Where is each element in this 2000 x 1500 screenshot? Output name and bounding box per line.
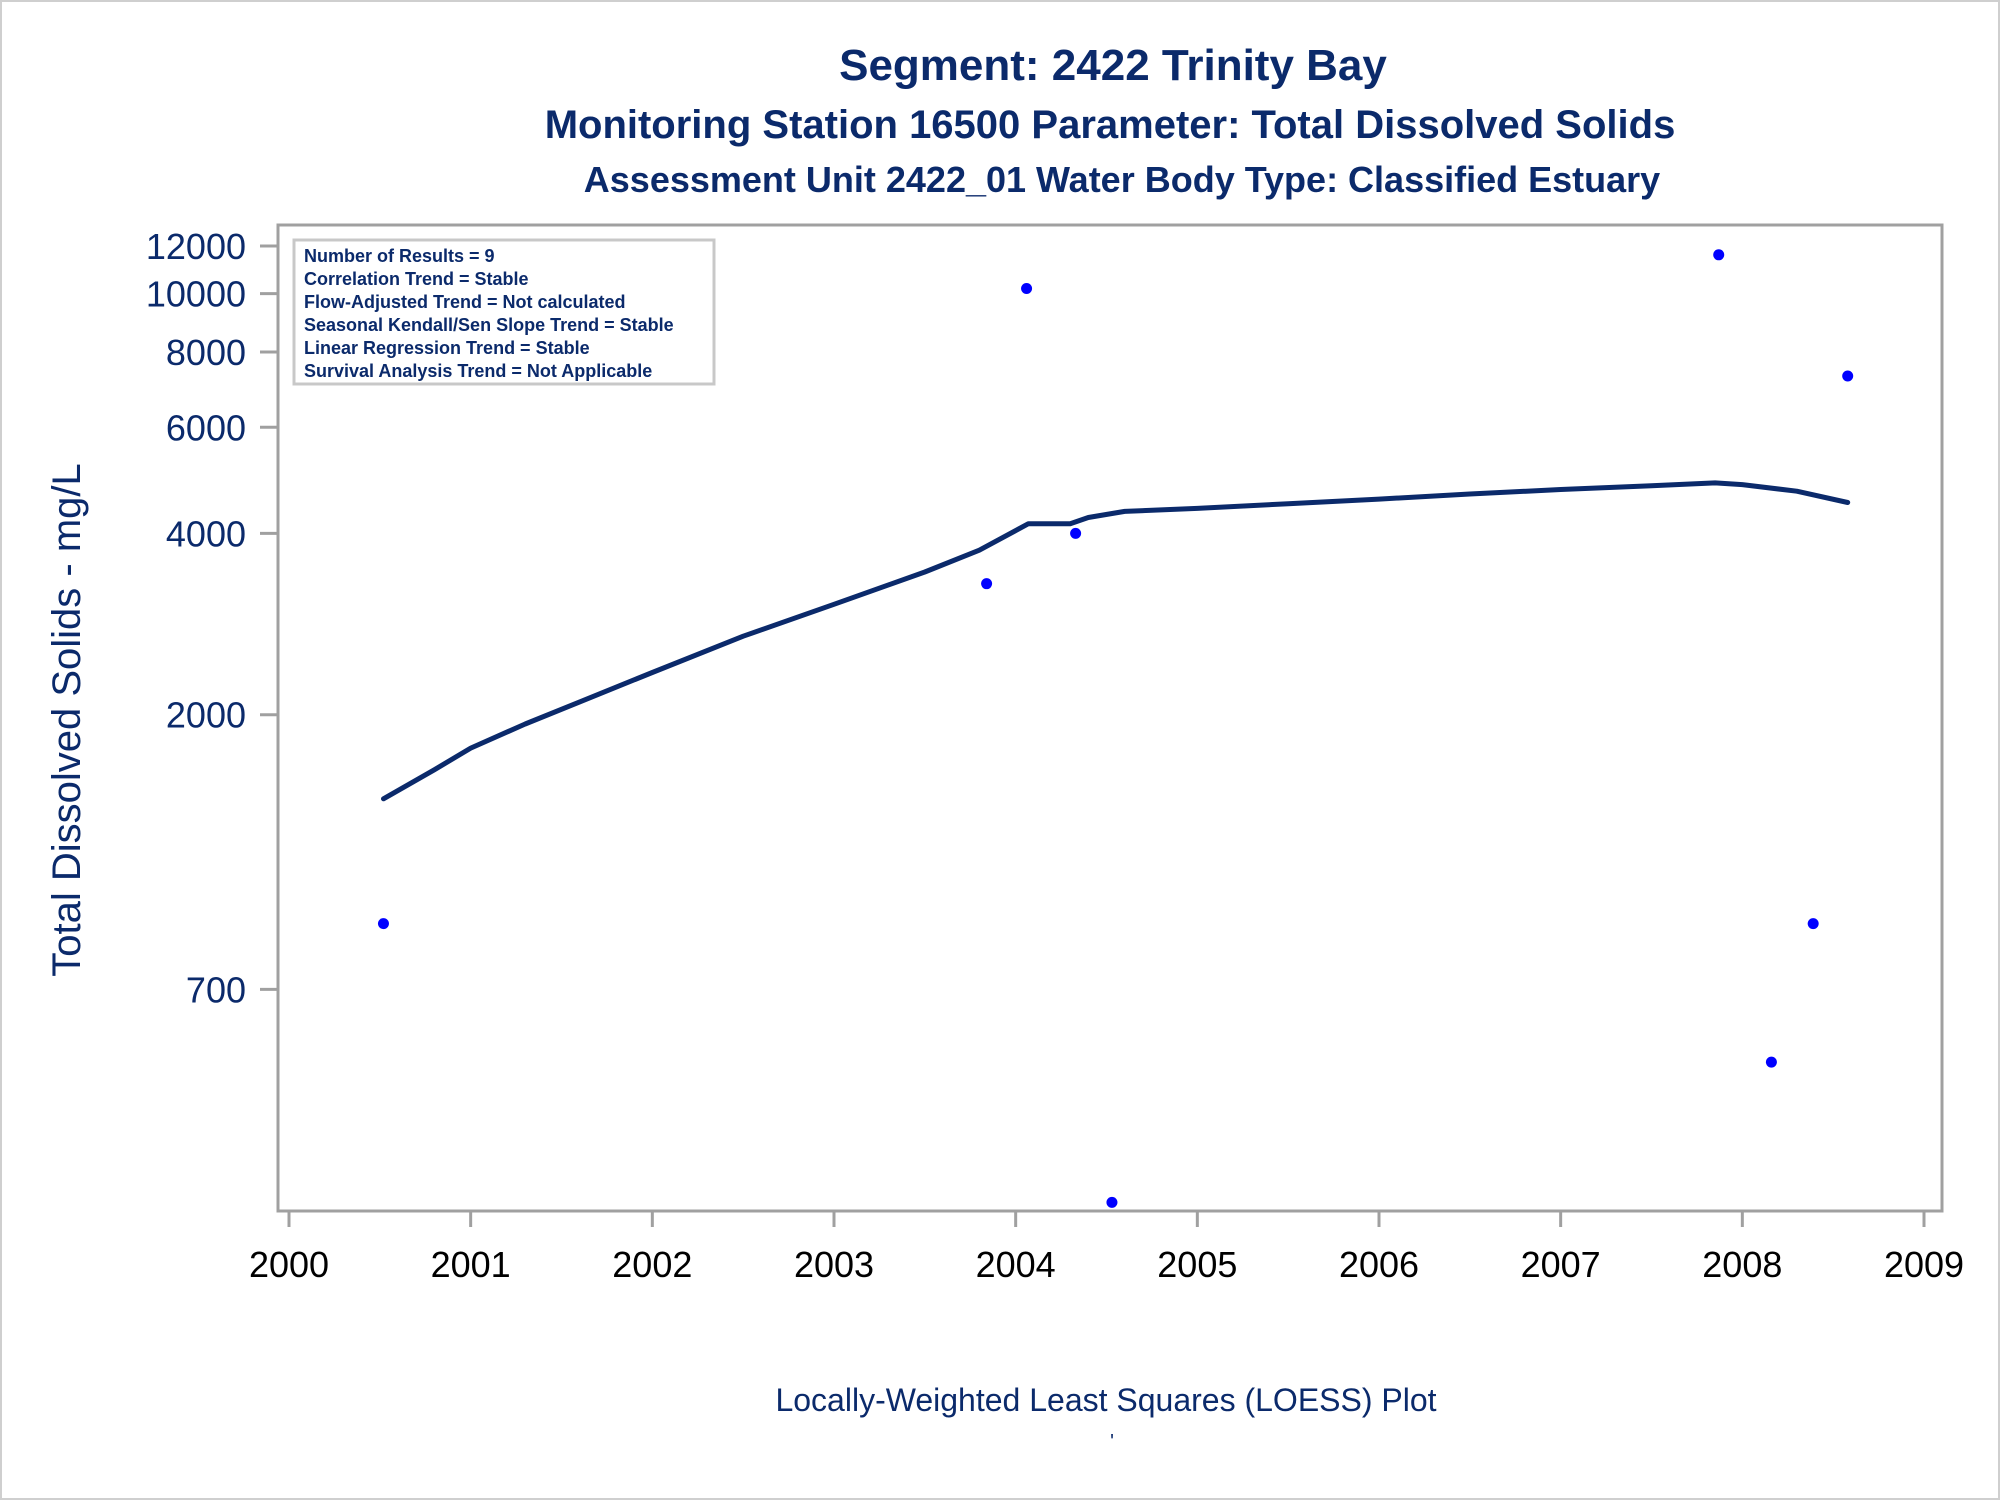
series-layer <box>377 249 1854 1208</box>
x-tick-label: 2003 <box>794 1244 874 1285</box>
data-point <box>1713 249 1725 261</box>
y-tick-label: 2000 <box>166 695 246 736</box>
x-tick-label: 2005 <box>1157 1244 1237 1285</box>
stats-line: Correlation Trend = Stable <box>304 269 529 289</box>
x-tick-label: 2007 <box>1521 1244 1601 1285</box>
stats-box: Number of Results = 9 Correlation Trend … <box>292 238 716 386</box>
y-axis: 700 2000 4000 6000 8000 10000 12000 <box>146 226 278 1010</box>
chart-title: Segment: 2422 Trinity Bay <box>839 41 1387 90</box>
y-tick-label: 700 <box>186 969 246 1010</box>
x-axis: 2000 2001 2002 2003 2004 2005 2006 2007 2008 2009 <box>249 1211 1964 1285</box>
stats-line: Number of Results = 9 <box>304 246 495 266</box>
chart-subtitle-2: Assessment Unit 2422_01 Water Body Type:… <box>584 159 1660 200</box>
data-point <box>1021 282 1033 294</box>
loess-trend-line <box>381 480 1851 802</box>
stats-line: Survival Analysis Trend = Not Applicable <box>304 361 652 381</box>
y-tick-label: 12000 <box>146 226 246 267</box>
x-tick-label: 2008 <box>1702 1244 1782 1285</box>
data-point <box>1842 370 1854 382</box>
y-tick-label: 8000 <box>166 332 246 373</box>
x-tick-label: 2001 <box>431 1244 511 1285</box>
stats-line: Flow-Adjusted Trend = Not calculated <box>304 292 626 312</box>
x-tick-label: 2004 <box>976 1244 1056 1285</box>
data-point <box>1106 1196 1118 1208</box>
chart-subtitle: Monitoring Station 16500 Parameter: Tota… <box>545 103 1676 147</box>
x-tick-label: 2009 <box>1884 1244 1964 1285</box>
stats-line: Seasonal Kendall/Sen Slope Trend = Stabl… <box>304 315 674 335</box>
x-tick-label: 2002 <box>612 1244 692 1285</box>
x-axis-label: Locally-Weighted Least Squares (LOESS) P… <box>775 1382 1436 1418</box>
data-point <box>1765 1056 1777 1068</box>
stats-box-border <box>292 238 716 386</box>
y-axis-label: Total Dissolved Solids - mg/L <box>45 463 89 977</box>
data-point <box>1807 918 1819 930</box>
y-tick-label: 4000 <box>166 513 246 554</box>
x-tick-label: 2006 <box>1339 1244 1419 1285</box>
y-tick-label: 6000 <box>166 407 246 448</box>
x-tick-label: 2000 <box>249 1244 329 1285</box>
y-tick-label: 10000 <box>146 274 246 315</box>
data-point <box>377 918 389 930</box>
stats-line: Linear Regression Trend = Stable <box>304 338 590 358</box>
data-point <box>1070 527 1082 539</box>
footnote-mark: ' <box>1110 1431 1114 1453</box>
plot-area <box>276 223 1944 1213</box>
data-point <box>981 578 993 590</box>
